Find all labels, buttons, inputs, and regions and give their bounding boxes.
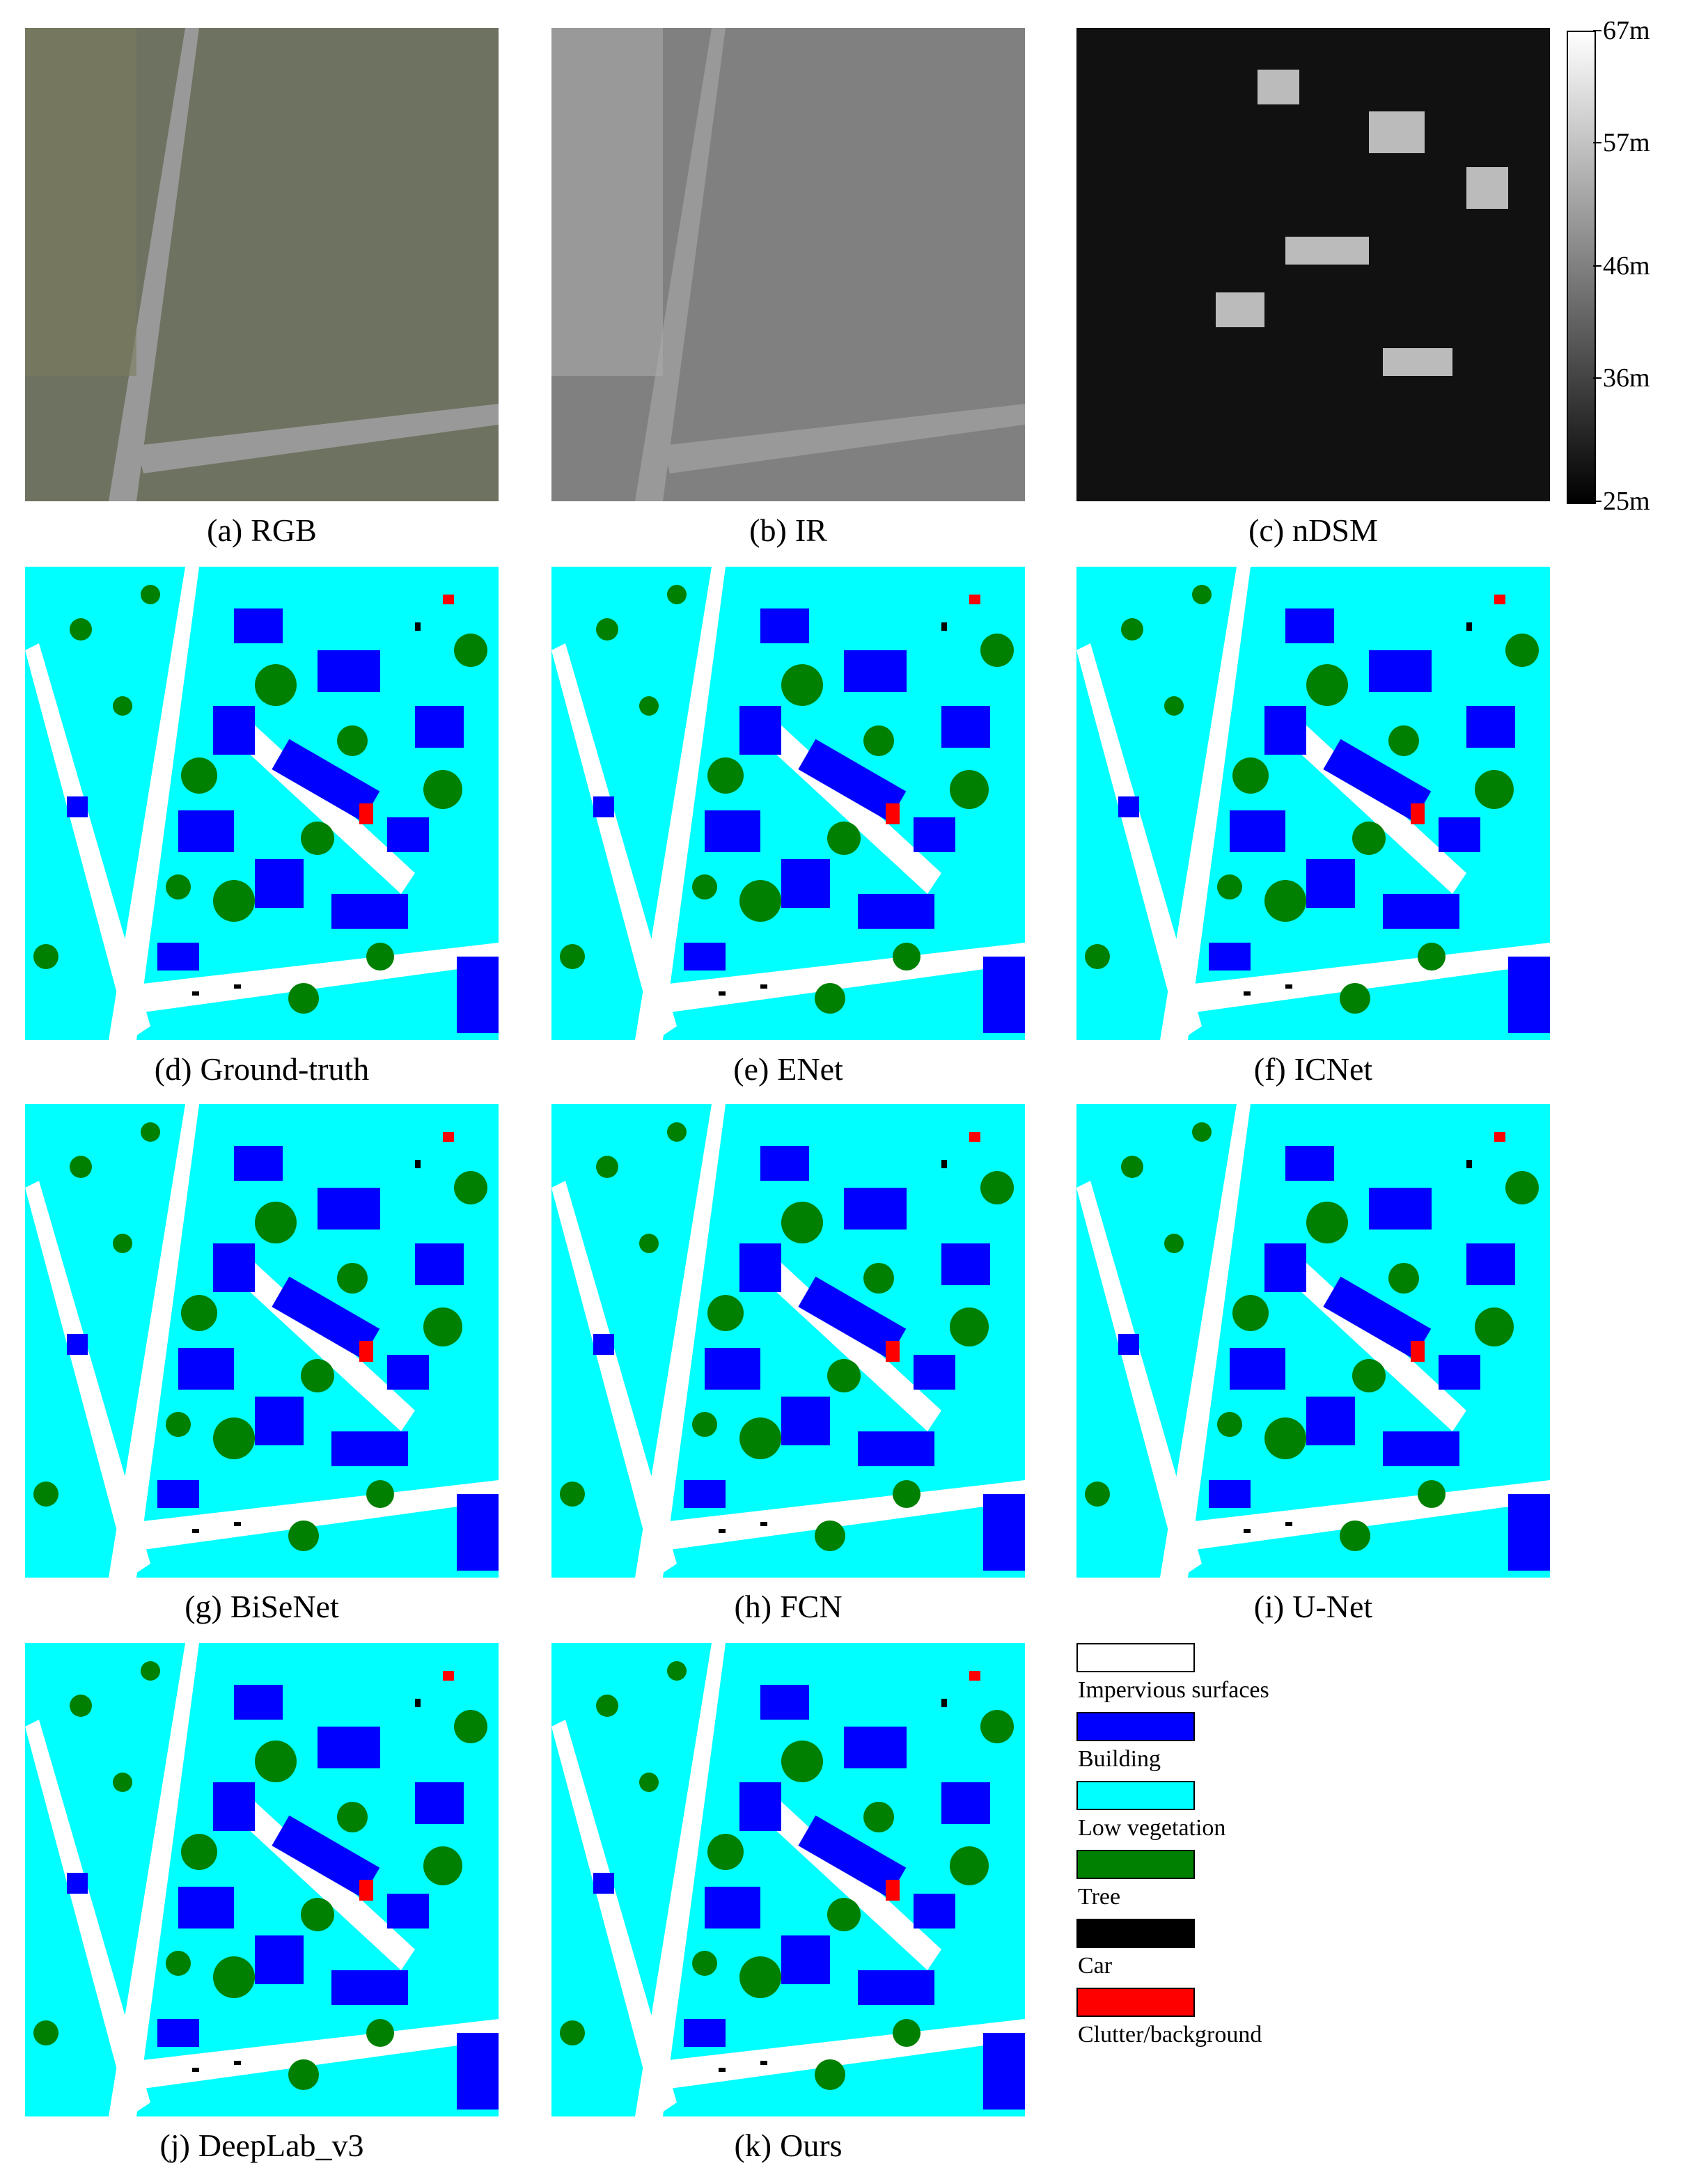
panel-image	[551, 1643, 1025, 2116]
colorbar-tick: 57m	[1593, 127, 1650, 157]
caption: (d) Ground-truth	[25, 1050, 499, 1089]
caption: (f) ICNet	[1076, 1050, 1550, 1089]
caption-name: nDSM	[1292, 512, 1378, 548]
legend-label: Clutter/background	[1078, 2022, 1262, 2048]
caption: (h) FCN	[551, 1587, 1025, 1626]
legend-label: Impervious surfaces	[1078, 1677, 1269, 1703]
panel-image	[1076, 28, 1550, 501]
caption-tag: (g)	[185, 1589, 222, 1624]
legend-swatch	[1076, 1643, 1195, 1672]
caption: (j) DeepLab_v3	[25, 2126, 499, 2165]
caption-name: RGB	[251, 512, 317, 548]
colorbar	[1567, 31, 1596, 504]
caption-tag: (a)	[207, 512, 243, 548]
caption-tag: (c)	[1248, 512, 1285, 548]
legend-swatch	[1076, 1781, 1195, 1810]
caption: (b) IR	[551, 511, 1025, 550]
caption-tag: (f)	[1253, 1051, 1286, 1087]
caption-tag: (h)	[734, 1589, 772, 1624]
colorbar-tick: 46m	[1593, 251, 1650, 281]
caption: (g) BiSeNet	[25, 1587, 499, 1626]
colorbar-tick-label: 25m	[1603, 487, 1650, 516]
caption: (k) Ours	[551, 2126, 1025, 2165]
caption-tag: (j)	[159, 2128, 190, 2163]
colorbar-tick-label: 46m	[1603, 251, 1650, 281]
caption-tag: (i)	[1253, 1589, 1285, 1624]
colorbar-tick-label: 36m	[1603, 363, 1650, 393]
caption-name: IR	[794, 512, 827, 548]
legend-swatch	[1076, 1712, 1195, 1741]
panel-image	[551, 567, 1025, 1040]
caption: (a) RGB	[25, 511, 499, 550]
caption-tag: (d)	[154, 1051, 192, 1087]
caption-tag: (k)	[734, 2128, 772, 2163]
caption-tag: (b)	[749, 512, 787, 548]
panel-image	[551, 28, 1025, 501]
colorbar-tick: 36m	[1593, 363, 1650, 393]
caption-name: Ground-truth	[200, 1051, 370, 1087]
legend-label: Low vegetation	[1078, 1815, 1226, 1841]
colorbar-tick: 25m	[1593, 487, 1650, 516]
caption-name: DeepLab_v3	[198, 2128, 364, 2163]
caption-tag: (e)	[733, 1051, 769, 1087]
legend-label: Tree	[1078, 1884, 1121, 1910]
panel-image	[1076, 567, 1550, 1040]
panel-image	[551, 1104, 1025, 1578]
legend-swatch	[1076, 1850, 1195, 1879]
colorbar-tick: 67m	[1593, 16, 1650, 45]
caption-name: ENet	[777, 1051, 843, 1087]
caption: (c) nDSM	[1076, 511, 1550, 550]
panel-image	[1076, 1104, 1550, 1578]
panel-image	[25, 567, 499, 1040]
colorbar-tick-label: 57m	[1603, 127, 1650, 157]
colorbar-tick-label: 67m	[1603, 16, 1650, 45]
caption-name: Ours	[780, 2128, 843, 2163]
panel-image	[25, 28, 499, 501]
caption-name: ICNet	[1294, 1051, 1373, 1087]
caption-name: FCN	[780, 1589, 843, 1624]
panel-image	[25, 1104, 499, 1578]
legend-swatch	[1076, 1988, 1195, 2017]
legend-label: Building	[1078, 1746, 1161, 1772]
panel-image	[25, 1643, 499, 2116]
caption: (e) ENet	[551, 1050, 1025, 1089]
caption-name: BiSeNet	[230, 1589, 339, 1624]
caption-name: U-Net	[1292, 1589, 1373, 1624]
legend-label: Car	[1078, 1953, 1113, 1979]
caption: (i) U-Net	[1076, 1587, 1550, 1626]
legend-swatch	[1076, 1919, 1195, 1948]
